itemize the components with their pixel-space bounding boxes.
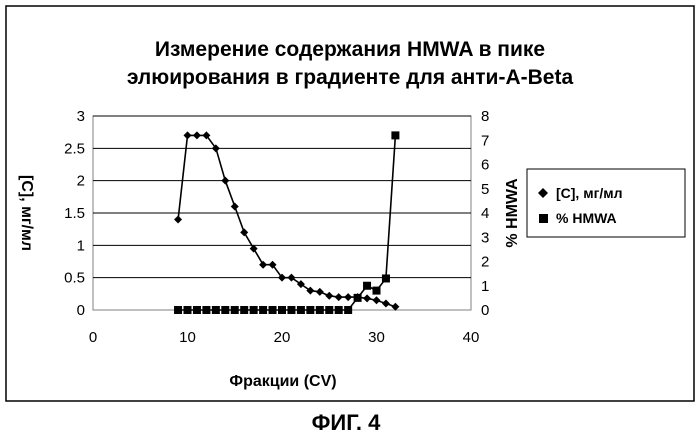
data-point-hmwa [306, 306, 315, 314]
data-point-hmwa [240, 306, 249, 314]
y2-tick-label: 5 [481, 181, 489, 198]
y2-tick-label: 6 [481, 157, 489, 174]
data-point-hmwa [249, 306, 258, 314]
y-tick-label: 0 [77, 302, 85, 319]
data-point-c [306, 286, 315, 295]
data-point-hmwa [278, 306, 286, 314]
x-axis-ticks: 0 10 20 30 40 [89, 329, 480, 346]
y2-tick-label: 1 [481, 278, 489, 295]
data-point-c [221, 176, 230, 185]
right-axis-ticks: 0 1 2 3 4 5 6 7 8 [481, 108, 489, 319]
data-point-c [211, 144, 220, 153]
data-point-c [296, 280, 305, 289]
data-point-c [363, 294, 372, 303]
y-tick-label: 2 [77, 173, 85, 190]
y2-tick-label: 2 [481, 254, 489, 271]
data-point-c [344, 293, 353, 302]
data-point-hmwa [202, 306, 211, 314]
y2-axis-label: % HMWA [504, 178, 521, 248]
data-point-hmwa [363, 281, 372, 290]
legend: [C], мг/мл % HMWA [526, 168, 686, 238]
chart-title-line-1: Измерение содержания HMWA в пике [155, 38, 545, 61]
x-tick-label: 20 [274, 329, 291, 346]
chart-title-line-2: элюирования в градиенте для анти-A-Beta [127, 66, 574, 89]
data-point-hmwa [391, 131, 400, 140]
data-point-c [278, 273, 286, 282]
left-axis-ticks: 0 0.5 1 1.5 2 2.5 3 [64, 108, 85, 319]
data-point-c [325, 291, 334, 300]
y-tick-label: 2.5 [64, 140, 85, 157]
x-tick-label: 10 [179, 329, 196, 346]
data-point-c [174, 215, 183, 224]
data-point-hmwa [259, 306, 268, 314]
legend-diamond-marker [538, 188, 548, 198]
x-axis-label: Фракции (CV) [229, 373, 336, 390]
data-point-hmwa [353, 293, 362, 302]
y2-tick-label: 7 [481, 132, 489, 149]
plot-area: 0 0.5 1 1.5 2 2.5 3 0 1 2 3 4 5 6 7 8 0 10 20 30 40 [64, 108, 489, 346]
data-point-hmwa [325, 306, 334, 314]
figure-caption: ФИГ. 4 [312, 410, 382, 435]
data-point-c [259, 260, 268, 269]
data-point-hmwa [334, 306, 343, 314]
data-point-hmwa [174, 306, 183, 314]
data-point-c [249, 244, 258, 253]
data-point-hmwa [221, 306, 230, 314]
data-point-hmwa [183, 306, 192, 314]
y2-tick-label: 3 [481, 229, 489, 246]
x-tick-label: 30 [368, 329, 385, 346]
legend-entry-hmwa: % HMWA [556, 210, 617, 226]
data-point-c [391, 302, 400, 311]
legend-entry-c: [C], мг/мл [556, 185, 623, 201]
data-point-hmwa [344, 306, 353, 314]
data-point-hmwa [315, 306, 324, 314]
y2-tick-label: 8 [481, 108, 489, 125]
data-point-c [192, 131, 201, 140]
data-point-c [268, 260, 277, 269]
data-point-c [230, 202, 239, 211]
y-tick-label: 0.5 [64, 270, 85, 287]
y2-tick-label: 4 [481, 205, 489, 222]
data-point-c [381, 299, 390, 308]
data-point-c [183, 131, 192, 140]
data-point-c [287, 273, 296, 282]
data-point-hmwa [296, 306, 305, 314]
data-point-c [315, 287, 324, 296]
y-tick-label: 1 [77, 237, 85, 254]
y-tick-label: 1.5 [64, 205, 85, 222]
data-point-hmwa [287, 306, 296, 314]
y-axis-label: [C], мг/мл [18, 175, 35, 251]
y2-tick-label: 0 [481, 302, 489, 319]
data-point-c [334, 293, 343, 302]
data-point-hmwa [211, 306, 220, 314]
legend-box [526, 168, 686, 238]
x-tick-label: 0 [89, 329, 97, 346]
data-point-c [202, 131, 211, 140]
series-points [174, 131, 400, 314]
data-point-hmwa [268, 306, 277, 314]
data-point-hmwa [372, 286, 381, 295]
data-point-hmwa [230, 306, 239, 314]
y-tick-label: 3 [77, 108, 85, 125]
data-point-c [240, 228, 249, 237]
data-point-hmwa [192, 306, 201, 314]
legend-square-marker [539, 214, 548, 223]
data-point-c [372, 296, 381, 305]
data-point-hmwa [381, 274, 390, 283]
chart-frame [5, 5, 695, 402]
x-tick-label: 40 [463, 329, 480, 346]
